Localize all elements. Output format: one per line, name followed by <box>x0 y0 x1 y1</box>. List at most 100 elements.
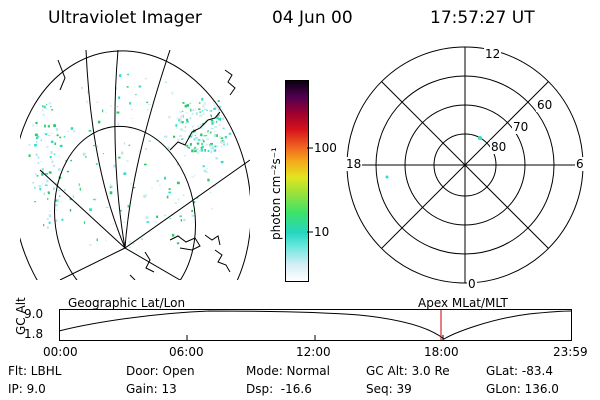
emission-speckle <box>118 156 121 159</box>
emission-speckle <box>229 122 232 124</box>
emission-speckle <box>222 117 225 121</box>
emission-speckle <box>117 106 119 108</box>
emission-speckle <box>199 123 202 127</box>
emission-speckle <box>195 112 198 116</box>
emission-speckle <box>211 146 214 150</box>
emission-speckle <box>201 110 204 112</box>
emission-speckle <box>63 136 66 138</box>
emission-speckle <box>51 109 54 111</box>
emission-speckle <box>40 139 42 141</box>
emission-speckle <box>192 109 195 112</box>
emission-speckle <box>221 161 223 165</box>
emission-speckle <box>86 100 88 104</box>
dsp-info: Dsp: -16.6 <box>246 382 312 396</box>
emission-speckle <box>207 131 210 135</box>
emission-speckle <box>42 105 44 108</box>
door-info: Door: Open <box>126 364 195 378</box>
emission-speckle <box>181 121 184 124</box>
mlt-label-6: 6 <box>575 157 585 171</box>
emission-speckle <box>146 221 150 223</box>
emission-speckle <box>36 124 38 127</box>
emission-speckle <box>202 124 206 126</box>
emission-speckle <box>58 168 61 171</box>
emission-speckle <box>48 102 52 105</box>
emission-speckle <box>186 120 189 123</box>
gain-info: Gain: 13 <box>126 382 177 396</box>
emission-speckle <box>171 91 174 95</box>
emission-speckle <box>50 158 52 160</box>
emission-speckle <box>53 186 56 188</box>
emission-speckle <box>189 117 192 120</box>
emission-speckle <box>215 134 218 137</box>
emission-speckle <box>58 176 62 179</box>
emission-speckle <box>203 108 207 111</box>
time-label: 17:57:27 UT <box>430 8 535 28</box>
emission-speckle <box>36 175 39 177</box>
emission-speckle <box>53 187 55 190</box>
emission-speckle <box>47 198 49 200</box>
emission-speckle <box>159 184 161 187</box>
emission-speckle <box>38 185 42 188</box>
emission-speckle <box>218 117 221 121</box>
emission-speckle <box>120 151 124 155</box>
emission-speckle <box>44 124 46 128</box>
emission-speckle <box>55 204 58 207</box>
emission-speckle <box>181 110 184 112</box>
emission-speckle <box>64 189 66 191</box>
emission-speckle <box>197 139 201 141</box>
orbit-x-tick-1200: 12:00 <box>296 345 331 359</box>
emission-speckle <box>189 143 192 146</box>
emission-speckle <box>56 128 59 131</box>
emission-speckle <box>191 209 193 213</box>
emission-speckle <box>46 104 48 106</box>
emission-speckle <box>212 101 215 103</box>
emission-speckle <box>44 132 47 134</box>
emission-speckle <box>188 146 191 149</box>
emission-speckle <box>219 105 221 108</box>
emission-speckle <box>201 146 204 148</box>
emission-speckle <box>97 145 99 148</box>
emission-speckle <box>112 223 115 225</box>
emission-speckle <box>113 164 116 168</box>
emission-speckle <box>96 238 98 241</box>
emission-speckle <box>34 133 38 137</box>
emission-speckle <box>220 140 222 144</box>
emission-speckle <box>88 130 92 132</box>
emission-speckle <box>196 151 200 155</box>
emission-speckle <box>185 112 188 114</box>
polar-mlt-plot <box>346 46 584 284</box>
emission-speckle <box>202 140 205 143</box>
emission-speckle <box>205 171 209 173</box>
emission-speckle <box>145 148 148 150</box>
emission-speckle <box>194 134 196 137</box>
emission-speckle <box>70 127 74 130</box>
emission-speckle <box>223 128 226 130</box>
emission-speckle <box>198 108 201 110</box>
emission-speckle <box>89 244 92 246</box>
emission-speckle <box>105 111 107 114</box>
emission-speckle <box>203 102 206 106</box>
emission-speckle <box>41 172 44 176</box>
emission-speckle <box>164 176 166 180</box>
emission-speckle <box>105 206 109 208</box>
emission-speckle <box>35 153 38 157</box>
emission-speckle <box>41 183 44 186</box>
emission-speckle <box>201 97 204 101</box>
emission-speckle <box>46 180 49 183</box>
emission-speckle <box>119 209 122 212</box>
emission-speckle <box>171 233 175 237</box>
emission-speckle <box>49 155 52 159</box>
emission-speckle <box>178 118 181 122</box>
emission-speckle <box>93 198 96 201</box>
emission-speckle <box>223 144 225 146</box>
emission-speckle <box>109 184 112 187</box>
emission-speckle <box>147 104 151 106</box>
emission-speckle <box>126 160 129 162</box>
emission-speckle <box>176 117 179 120</box>
emission-speckle <box>132 242 135 244</box>
emission-speckle <box>202 139 204 141</box>
emission-speckle <box>53 124 56 127</box>
emission-speckle <box>217 100 220 102</box>
emission-speckle <box>181 129 184 132</box>
emission-speckle <box>55 182 58 184</box>
